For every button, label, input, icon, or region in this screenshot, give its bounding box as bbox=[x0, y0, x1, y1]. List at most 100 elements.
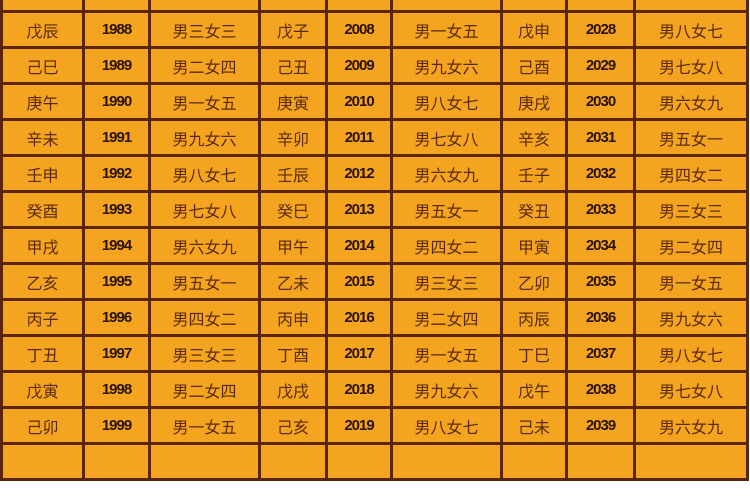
ratio-cell: 男三女三 bbox=[148, 334, 261, 373]
year-cell bbox=[82, 442, 151, 481]
ratio-cell: 男五女一 bbox=[633, 118, 749, 157]
year-cell: 2029 bbox=[565, 46, 636, 85]
ratio-cell: 男八女七 bbox=[633, 10, 749, 49]
year-cell: 2039 bbox=[565, 406, 636, 445]
ratio-cell: 男一女五 bbox=[148, 82, 261, 121]
ganzhi-cell: 戊寅 bbox=[0, 370, 85, 409]
year-cell: 2030 bbox=[565, 82, 636, 121]
year-cell: 2034 bbox=[565, 226, 636, 265]
year-cell: 1995 bbox=[82, 262, 151, 301]
ganzhi-cell bbox=[258, 0, 328, 13]
ratio-cell: 男三女三 bbox=[390, 262, 503, 301]
year-cell: 1991 bbox=[82, 118, 151, 157]
ganzhi-cell: 辛亥 bbox=[500, 118, 568, 157]
year-cell: 2014 bbox=[325, 226, 393, 265]
year-cell: 2035 bbox=[565, 262, 636, 301]
year-cell: 2028 bbox=[565, 10, 636, 49]
table-row: 己巳 1989 男二女四 己丑 2009 男九女六 己酉 2029 男七女八 bbox=[0, 46, 749, 85]
ratio-cell: 男九女六 bbox=[390, 46, 503, 85]
ganzhi-cell bbox=[0, 0, 85, 13]
ratio-cell: 男五女一 bbox=[390, 190, 503, 229]
year-cell bbox=[325, 0, 393, 13]
year-cell: 2010 bbox=[325, 82, 393, 121]
ratio-cell bbox=[633, 442, 749, 481]
year-cell: 2019 bbox=[325, 406, 393, 445]
ganzhi-cell bbox=[500, 442, 568, 481]
year-cell: 1989 bbox=[82, 46, 151, 85]
year-cell: 2017 bbox=[325, 334, 393, 373]
table-row: 甲戌 1994 男六女九 甲午 2014 男四女二 甲寅 2034 男二女四 bbox=[0, 226, 749, 265]
ganzhi-cell: 戊子 bbox=[258, 10, 328, 49]
ganzhi-cell: 丙辰 bbox=[500, 298, 568, 337]
ratio-cell: 男二女四 bbox=[390, 298, 503, 337]
ratio-cell: 男七女八 bbox=[148, 190, 261, 229]
ratio-cell: 男一女五 bbox=[633, 262, 749, 301]
ganzhi-cell: 庚戌 bbox=[500, 82, 568, 121]
ratio-cell: 男九女六 bbox=[390, 370, 503, 409]
ganzhi-cell: 壬子 bbox=[500, 154, 568, 193]
ratio-cell: 男六女九 bbox=[633, 406, 749, 445]
year-cell: 2031 bbox=[565, 118, 636, 157]
ratio-cell bbox=[390, 0, 503, 13]
ganzhi-cell: 己酉 bbox=[500, 46, 568, 85]
table-row bbox=[0, 0, 749, 13]
ganzhi-cell: 己丑 bbox=[258, 46, 328, 85]
table-row: 乙亥 1995 男五女一 乙未 2015 男三女三 乙卯 2035 男一女五 bbox=[0, 262, 749, 301]
ganzhi-cell: 戊申 bbox=[500, 10, 568, 49]
ratio-cell: 男一女五 bbox=[148, 406, 261, 445]
ratio-cell bbox=[633, 0, 749, 13]
ratio-cell bbox=[390, 442, 503, 481]
year-cell: 1998 bbox=[82, 370, 151, 409]
ratio-cell: 男九女六 bbox=[148, 118, 261, 157]
year-cell: 2037 bbox=[565, 334, 636, 373]
table-row: 壬申 1992 男八女七 壬辰 2012 男六女九 壬子 2032 男四女二 bbox=[0, 154, 749, 193]
ganzhi-cell: 己未 bbox=[500, 406, 568, 445]
ganzhi-cell: 壬申 bbox=[0, 154, 85, 193]
ratio-cell bbox=[148, 0, 261, 13]
ganzhi-cell: 丁丑 bbox=[0, 334, 85, 373]
ganzhi-cell: 戊戌 bbox=[258, 370, 328, 409]
ganzhi-cell: 癸巳 bbox=[258, 190, 328, 229]
ganzhi-cell bbox=[0, 442, 85, 481]
year-cell: 2016 bbox=[325, 298, 393, 337]
ratio-cell: 男四女二 bbox=[148, 298, 261, 337]
ratio-cell: 男七女八 bbox=[633, 370, 749, 409]
ganzhi-cell: 癸丑 bbox=[500, 190, 568, 229]
ganzhi-cell bbox=[258, 442, 328, 481]
year-cell bbox=[565, 442, 636, 481]
year-cell: 1993 bbox=[82, 190, 151, 229]
year-cell: 2018 bbox=[325, 370, 393, 409]
table-row: 丙子 1996 男四女二 丙申 2016 男二女四 丙辰 2036 男九女六 bbox=[0, 298, 749, 337]
ratio-cell: 男六女九 bbox=[390, 154, 503, 193]
ganzhi-cell bbox=[500, 0, 568, 13]
year-cell: 2012 bbox=[325, 154, 393, 193]
ratio-cell bbox=[148, 442, 261, 481]
ratio-cell: 男四女二 bbox=[390, 226, 503, 265]
year-cell: 1990 bbox=[82, 82, 151, 121]
ganzhi-cell: 甲戌 bbox=[0, 226, 85, 265]
ratio-cell: 男五女一 bbox=[148, 262, 261, 301]
ratio-cell: 男九女六 bbox=[633, 298, 749, 337]
ganzhi-cell: 丙子 bbox=[0, 298, 85, 337]
ratio-cell: 男八女七 bbox=[390, 82, 503, 121]
year-cell: 2013 bbox=[325, 190, 393, 229]
year-cell: 1988 bbox=[82, 10, 151, 49]
ganzhi-cell: 戊午 bbox=[500, 370, 568, 409]
ratio-cell: 男二女四 bbox=[148, 370, 261, 409]
ratio-cell: 男一女五 bbox=[390, 10, 503, 49]
ganzhi-cell: 乙卯 bbox=[500, 262, 568, 301]
ratio-cell: 男八女七 bbox=[390, 406, 503, 445]
ganzhi-cell: 乙未 bbox=[258, 262, 328, 301]
table-row bbox=[0, 442, 749, 481]
year-cell: 1994 bbox=[82, 226, 151, 265]
year-cell: 2033 bbox=[565, 190, 636, 229]
year-cell: 2009 bbox=[325, 46, 393, 85]
ratio-cell: 男二女四 bbox=[633, 226, 749, 265]
table-row: 癸酉 1993 男七女八 癸巳 2013 男五女一 癸丑 2033 男三女三 bbox=[0, 190, 749, 229]
ganzhi-cell: 庚寅 bbox=[258, 82, 328, 121]
ganzhi-cell: 己亥 bbox=[258, 406, 328, 445]
ganzhi-cell: 戊辰 bbox=[0, 10, 85, 49]
ganzhi-cell: 庚午 bbox=[0, 82, 85, 121]
year-cell: 2015 bbox=[325, 262, 393, 301]
ratio-cell: 男六女九 bbox=[633, 82, 749, 121]
